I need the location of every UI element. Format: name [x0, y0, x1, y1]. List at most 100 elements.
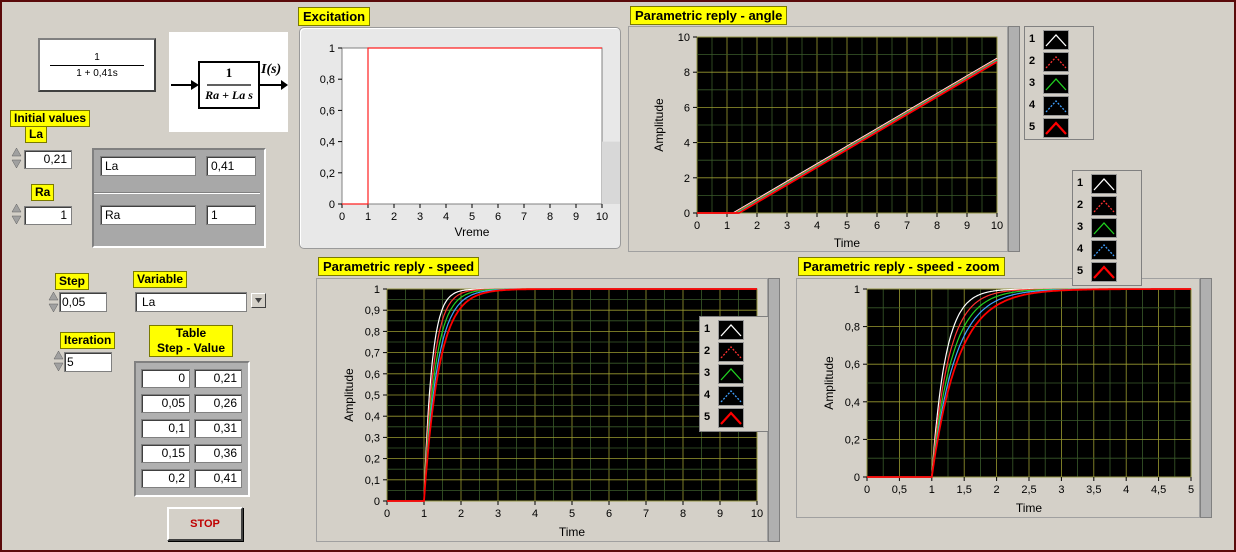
speed-scrollbar[interactable]: [768, 278, 780, 542]
legend-swatch-line: [720, 346, 742, 359]
legend-row[interactable]: 5: [704, 408, 744, 428]
legend-swatch-line: [1093, 200, 1115, 213]
y-tick-label: 0,8: [365, 326, 380, 338]
y-tick-label: 1: [854, 284, 860, 296]
iteration-input[interactable]: 5: [64, 352, 112, 372]
y-tick-label: 1: [374, 284, 380, 296]
y-tick-label: 8: [684, 67, 690, 79]
x-axis-label: Time: [834, 236, 861, 250]
legend-swatch: [1043, 96, 1069, 116]
param-name-ra: Ra: [100, 205, 196, 225]
speed-frame: 0 1 2 3 4 5 6 7 8 9 10 0 0,1 0,2 0,3 0,4 0,5 0,6 0,7 0,8 0,9…: [316, 278, 768, 542]
x-tick-label: 5: [569, 508, 575, 520]
legend-swatch: [718, 386, 744, 406]
y-tick-label: 0,6: [320, 105, 335, 117]
y-tick-label: 0,6: [845, 359, 860, 371]
x-tick-label: 8: [547, 211, 553, 223]
variable-select[interactable]: La: [135, 292, 247, 312]
legend-swatch: [1043, 118, 1069, 138]
x-tick-label: 9: [573, 211, 579, 223]
series-line-5: [867, 288, 1191, 478]
legend-row[interactable]: 3: [704, 364, 744, 384]
legend-row[interactable]: 1: [1029, 30, 1069, 50]
param-value-la[interactable]: 0,41: [206, 156, 256, 176]
legend-row[interactable]: 2: [1077, 196, 1117, 216]
legend-label: 1: [1077, 177, 1084, 189]
x-tick-label: 4: [443, 211, 449, 223]
legend-label: 1: [1029, 33, 1036, 45]
speed-legend: 1 2 3 4 5: [699, 316, 769, 432]
legend-row[interactable]: 3: [1029, 74, 1069, 94]
plot-area: [341, 47, 603, 205]
x-tick-label: 0: [339, 211, 345, 223]
y-tick-label: 0: [854, 472, 860, 484]
legend-row[interactable]: 5: [1029, 118, 1069, 138]
series-line-5: [697, 61, 998, 214]
x-tick-label: 0,5: [892, 484, 907, 496]
legend-swatch: [1091, 174, 1117, 194]
step-table: 0 0,21 0,05 0,26 0,1 0,31 0,15 0,36 0,2 …: [134, 361, 250, 497]
block-output-label: I(s): [261, 62, 282, 77]
param-value-ra[interactable]: 1: [206, 205, 256, 225]
y-axis-label: Amplitude: [822, 356, 836, 410]
step-input[interactable]: 0,05: [59, 292, 107, 312]
stop-button[interactable]: STOP: [167, 507, 243, 541]
x-tick-label: 2: [994, 484, 1000, 496]
legend-row[interactable]: 4: [704, 386, 744, 406]
legend-row[interactable]: 3: [1077, 218, 1117, 238]
step-table-cell: 0,2: [141, 469, 190, 488]
x-tick-label: 1: [724, 220, 730, 232]
zoom-chart: 0 0,5 1 1,5 2 2,5 3 3,5 4 4,5 5 0 0,2 0,4 0,6 0,8 1 Time A…: [822, 284, 1194, 515]
y-tick-label: 2: [684, 173, 690, 185]
x-tick-label: 9: [717, 508, 723, 520]
legend-row[interactable]: 2: [704, 342, 744, 362]
legend-swatch-line: [720, 390, 742, 403]
legend-row[interactable]: 5: [1077, 262, 1117, 282]
excitation-frame: 0 1 2 3 4 5 6 7 8 9 10 0 0,2 0,4 0,6 0,8 1 Vreme: [299, 27, 621, 249]
legend-row[interactable]: 4: [1029, 96, 1069, 116]
legend-row[interactable]: 1: [704, 320, 744, 340]
legend-swatch-line: [720, 324, 742, 337]
legend-label: 3: [704, 367, 711, 379]
x-axis-label: Vreme: [455, 225, 490, 239]
speed-chart: 0 1 2 3 4 5 6 7 8 9 10 0 0,1 0,2 0,3 0,4 0,5 0,6 0,7 0,8 0,9…: [342, 284, 763, 539]
step-table-cell: 0,31: [194, 419, 242, 438]
step-table-title-line2: Step - Value: [156, 341, 226, 355]
x-tick-label: 1: [929, 484, 935, 496]
step-table-cell: 0: [141, 369, 190, 388]
iteration-spinner[interactable]: [53, 350, 64, 372]
x-tick-label: 3: [417, 211, 423, 223]
ra-label: Ra: [31, 184, 55, 201]
zoom-scrollbar[interactable]: [1200, 278, 1212, 518]
variable-label: Variable: [133, 271, 188, 288]
block-numerator: 1: [225, 65, 233, 80]
legend-row[interactable]: 4: [1077, 240, 1117, 260]
x-tick-label: 4: [532, 508, 538, 520]
la-input[interactable]: 0,21: [24, 150, 72, 169]
la-spinner[interactable]: [11, 147, 22, 169]
y-tick-label: 0,2: [845, 434, 860, 446]
excitation-chart: 0 1 2 3 4 5 6 7 8 9 10 0 0,2 0,4 0,6 0,8 1 Vreme: [320, 43, 620, 239]
x-tick-label: 6: [874, 220, 880, 232]
x-tick-label: 9: [964, 220, 970, 232]
y-tick-label: 1: [329, 43, 335, 55]
ra-input[interactable]: 1: [24, 206, 72, 225]
x-tick-label: 7: [643, 508, 649, 520]
series-line-5: [387, 288, 757, 502]
ra-spinner[interactable]: [11, 203, 22, 225]
variable-dropdown-button[interactable]: [251, 293, 266, 308]
y-tick-label: 0,6: [365, 369, 380, 381]
y-tick-label: 0,8: [320, 74, 335, 86]
legend-swatch: [1091, 196, 1117, 216]
zoom-title: Parametric reply - speed - zoom: [798, 257, 1005, 276]
x-tick-label: 4,5: [1151, 484, 1166, 496]
legend-label: 5: [704, 411, 711, 423]
legend-label: 4: [1029, 99, 1036, 111]
legend-row[interactable]: 1: [1077, 174, 1117, 194]
legend-row[interactable]: 2: [1029, 52, 1069, 72]
step-table-cell: 0,05: [141, 394, 190, 413]
angle-scrollbar[interactable]: [1008, 26, 1020, 252]
x-tick-label: 0: [694, 220, 700, 232]
step-spinner[interactable]: [48, 291, 59, 313]
x-tick-label: 6: [495, 211, 501, 223]
